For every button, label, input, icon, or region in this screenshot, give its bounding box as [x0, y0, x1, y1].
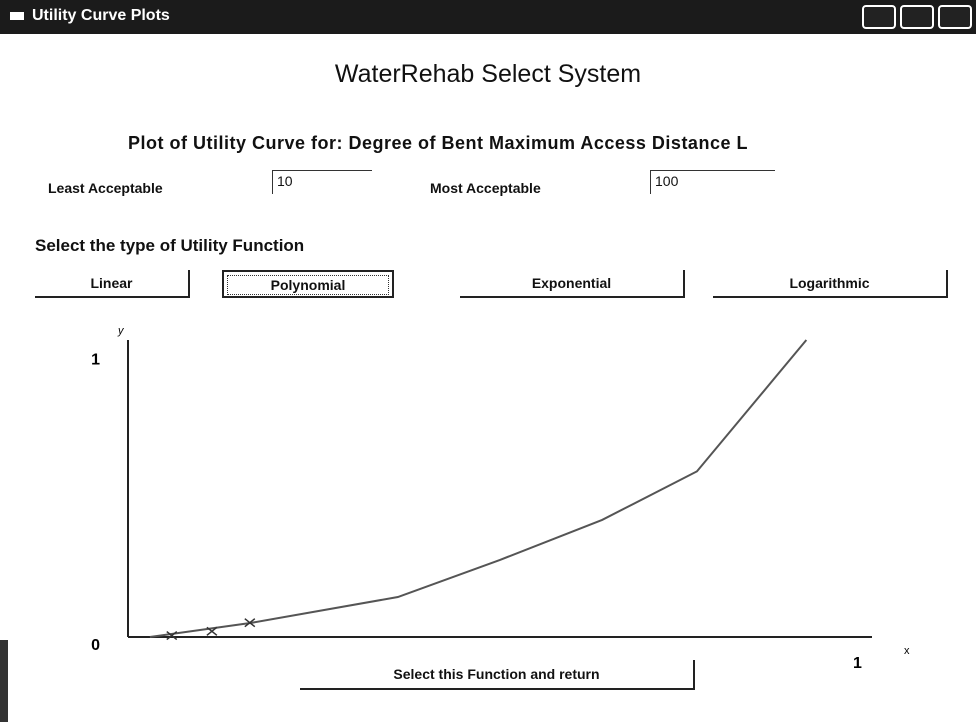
y-tick-label: 1	[91, 351, 100, 368]
focus-ring: Polynomial	[227, 275, 389, 295]
maximize-button[interactable]	[900, 5, 934, 29]
most-input[interactable]: 100	[650, 170, 775, 194]
curve-marker	[166, 630, 178, 641]
plot-subtitle: Plot of Utility Curve for: Degree of Ben…	[128, 133, 748, 153]
exponential-button[interactable]: Exponential	[460, 270, 685, 298]
minimize-button[interactable]	[862, 5, 896, 29]
linear-button[interactable]: Linear	[35, 270, 190, 298]
title-bar: Utility Curve Plots	[0, 0, 976, 34]
curve-marker	[206, 626, 218, 636]
y-tick-label: 0	[91, 637, 100, 654]
select-function-button[interactable]: Select this Function and return	[300, 660, 695, 690]
y-axis-label: y	[117, 325, 125, 337]
function-prompt: Select the type of Utility Function	[35, 236, 305, 255]
app-title: WaterRehab Select System	[334, 60, 642, 88]
logarithmic-button[interactable]: Logarithmic	[713, 270, 948, 298]
curve-marker	[244, 618, 256, 628]
least-label: Least Acceptable	[48, 180, 163, 196]
polynomial-button[interactable]: Polynomial	[222, 270, 394, 298]
x-tick-label: 1	[853, 655, 862, 672]
close-button[interactable]	[938, 5, 972, 29]
most-label: Most Acceptable	[430, 180, 541, 196]
least-input[interactable]: 10	[272, 170, 372, 194]
left-edge	[0, 640, 8, 722]
x-axis-label: x	[904, 645, 910, 657]
window-title: Utility Curve Plots	[32, 7, 170, 24]
window-icon	[10, 12, 24, 20]
utility-curve	[149, 339, 808, 638]
